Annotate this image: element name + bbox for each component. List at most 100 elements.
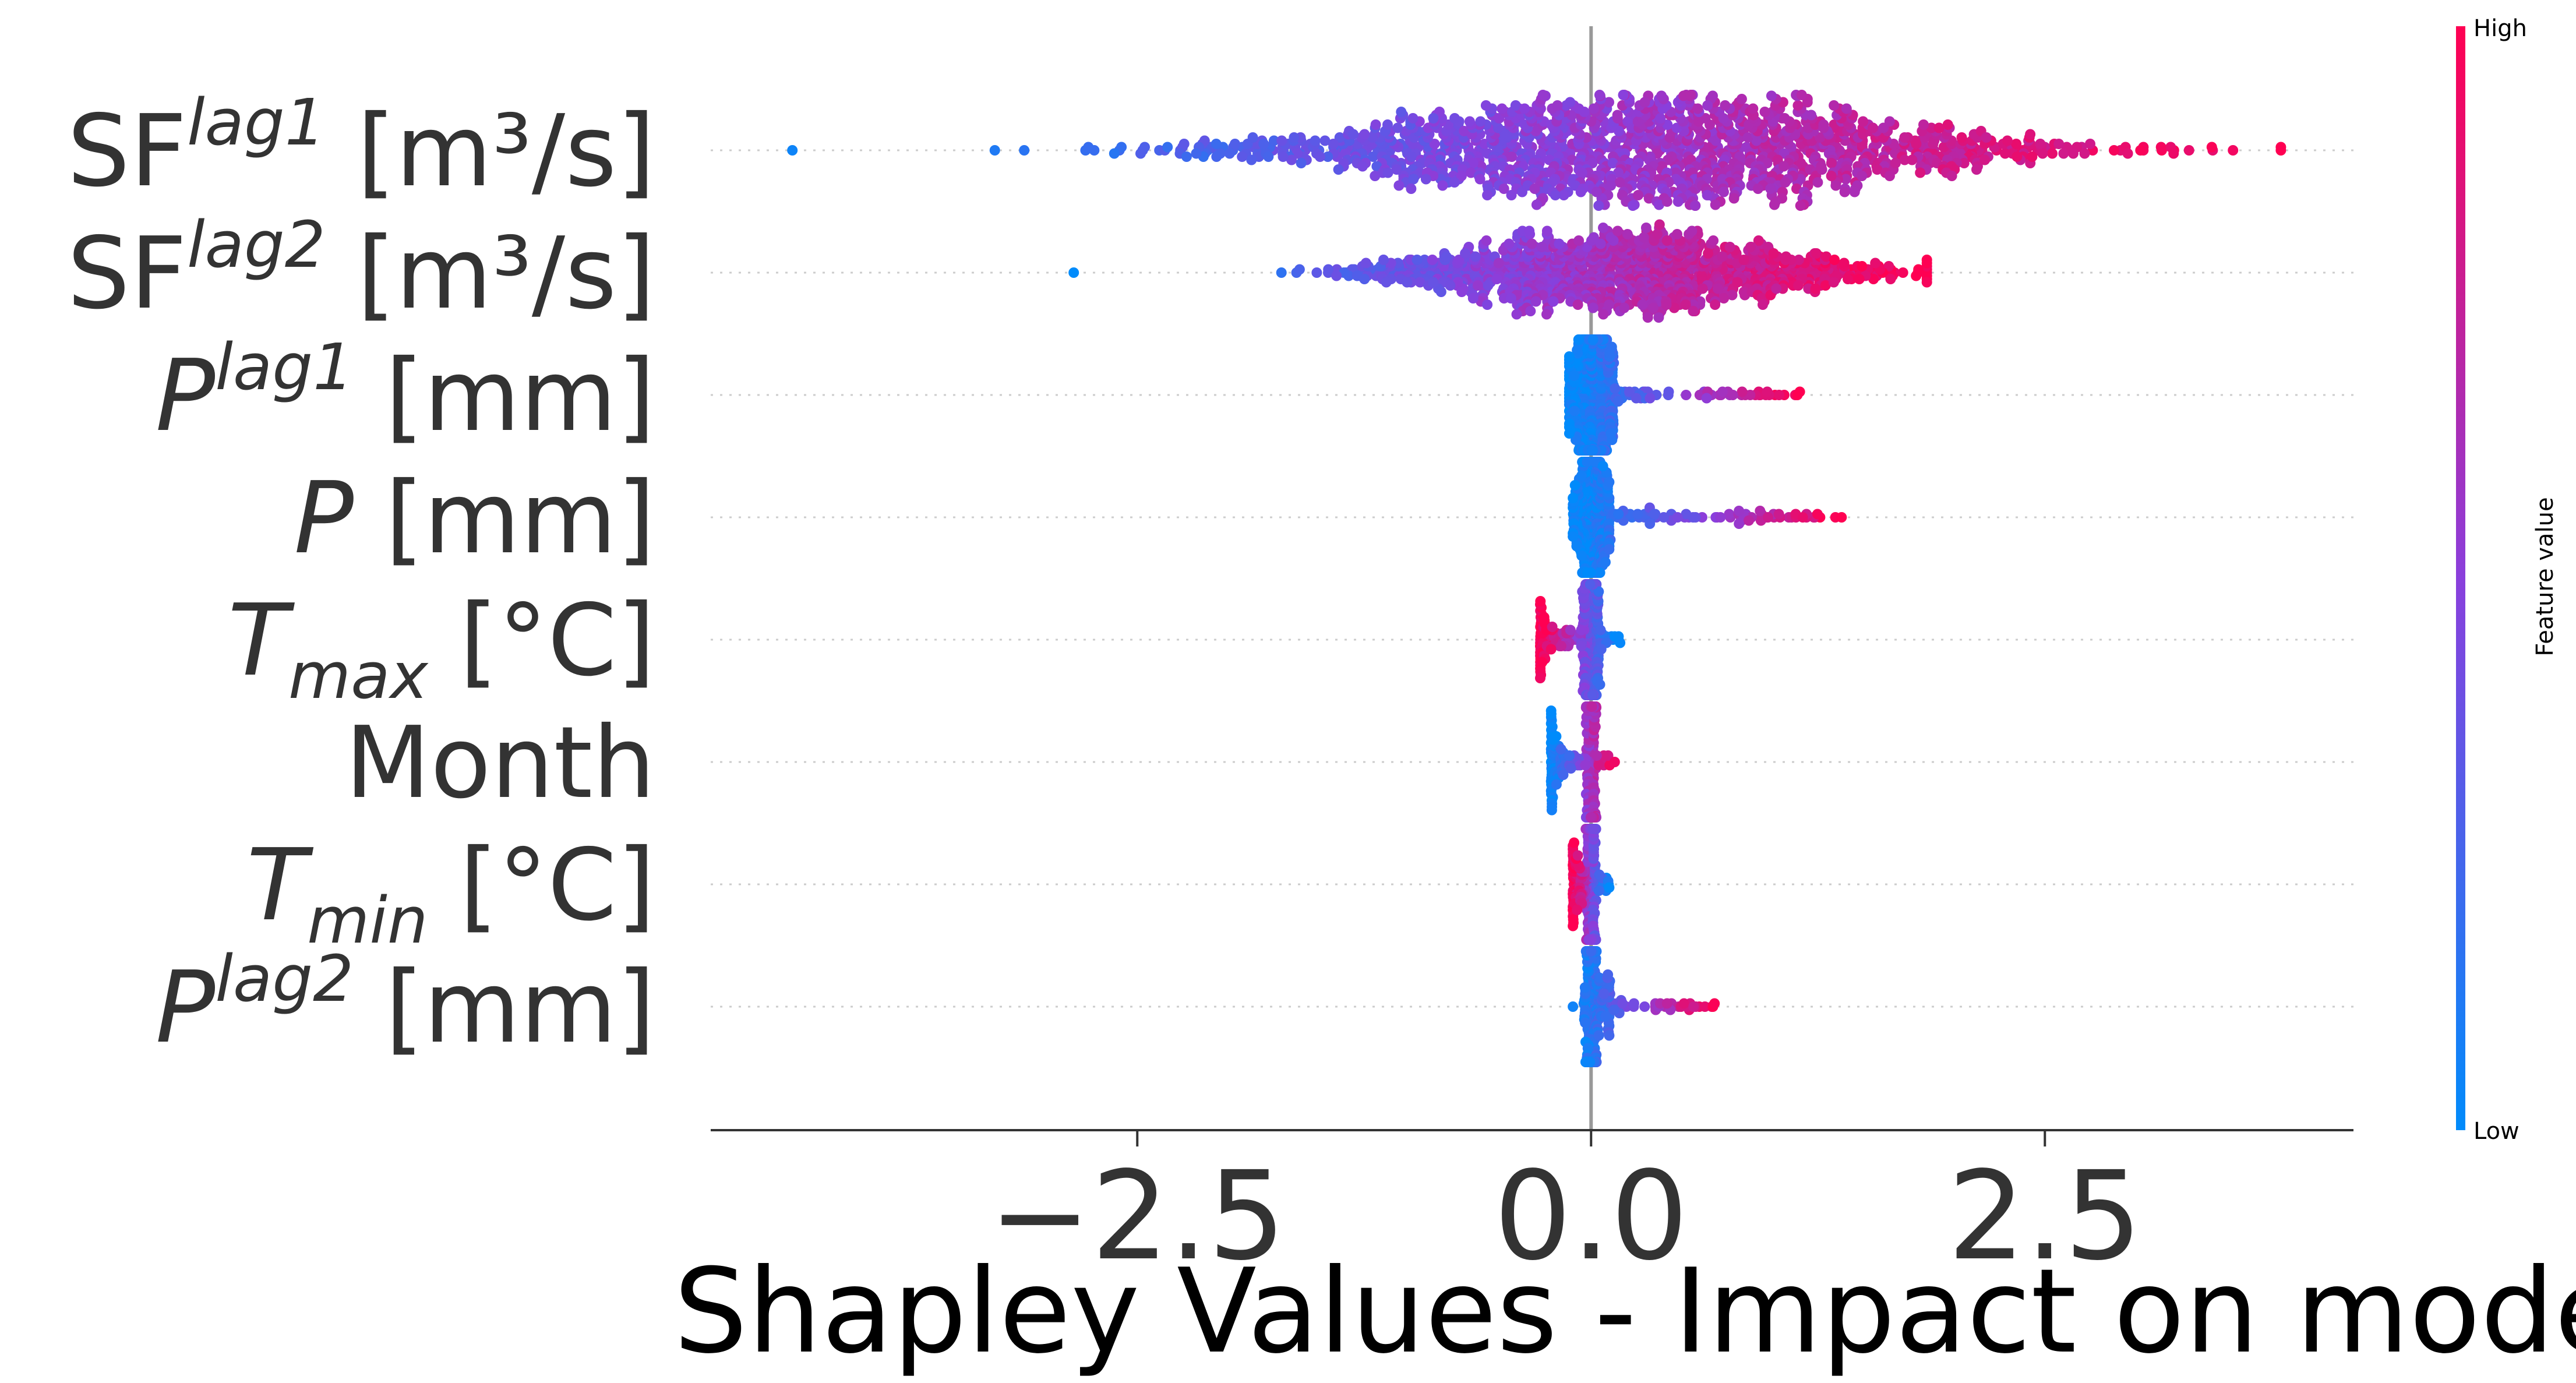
shap-point <box>1564 351 1575 362</box>
shap-point <box>1511 309 1522 320</box>
shap-point <box>1237 151 1248 162</box>
shap-point <box>1656 90 1667 101</box>
shap-point <box>1504 238 1515 249</box>
shap-point <box>2047 148 2058 159</box>
shap-point <box>1597 461 1608 471</box>
shap-point <box>1826 158 1837 168</box>
shap-point <box>1921 255 1932 265</box>
shap-point <box>1246 154 1257 165</box>
shap-point <box>1612 225 1623 237</box>
shap-point <box>1247 132 1258 143</box>
shap-point <box>1493 257 1504 269</box>
shap-point <box>1718 293 1730 304</box>
shap-point <box>1669 302 1679 313</box>
shap-point <box>1849 186 1860 197</box>
shap-point <box>1482 299 1493 310</box>
shap-point <box>1639 97 1650 108</box>
shap-point <box>1672 196 1684 207</box>
shap-point <box>1550 190 1561 200</box>
shap-point <box>1738 255 1749 265</box>
shap-point <box>1702 190 1713 200</box>
shap-point <box>1717 386 1728 397</box>
shap-point <box>1843 274 1853 284</box>
shap-point <box>1593 760 1604 771</box>
shap-point <box>1573 334 1584 345</box>
shap-point <box>1680 299 1691 310</box>
shap-point <box>1600 557 1611 567</box>
shap-point <box>1734 506 1745 516</box>
shap-point <box>1580 760 1591 771</box>
shap-point <box>1211 139 1222 149</box>
shap-point <box>1552 100 1563 111</box>
shap-point <box>1839 257 1850 269</box>
shap-point <box>1769 199 1780 210</box>
shap-point <box>1109 148 1120 159</box>
shap-point <box>1885 274 1896 284</box>
shap-point <box>2058 148 2069 159</box>
shap-point <box>1296 158 1307 168</box>
shap-point <box>1854 274 1865 284</box>
shap-point <box>1289 132 1300 143</box>
shap-point <box>1419 255 1430 265</box>
shap-point <box>1548 296 1559 307</box>
shap-point <box>1715 512 1726 523</box>
shap-point <box>2027 151 2038 162</box>
shap-point <box>1979 154 1991 165</box>
shap-point <box>1497 103 1508 114</box>
shap-point <box>1672 229 1682 239</box>
shap-point <box>1482 190 1493 200</box>
shap-point <box>2025 129 2036 140</box>
shap-point <box>1779 161 1789 172</box>
shap-point <box>1480 100 1491 111</box>
shap-point <box>2079 148 2090 159</box>
shap-point <box>1019 145 1030 156</box>
shap-point <box>1753 235 1764 246</box>
shap-point <box>1586 701 1597 712</box>
shap-point <box>1744 515 1754 526</box>
shap-point <box>1637 299 1648 310</box>
shap-point <box>1569 480 1580 491</box>
shap-point <box>2012 151 2023 162</box>
shap-point <box>1633 190 1644 200</box>
shap-point <box>1703 248 1714 259</box>
shap-point <box>1653 312 1664 323</box>
shap-point <box>1276 267 1287 278</box>
shap-point <box>1598 309 1609 320</box>
shap-point <box>1780 251 1791 262</box>
shap-point <box>1323 264 1334 275</box>
shap-point <box>1631 393 1642 404</box>
shap-point <box>2275 142 2286 153</box>
shap-point <box>1472 280 1483 291</box>
shap-point <box>1806 110 1817 121</box>
shap-point <box>1648 302 1658 313</box>
shap-point <box>1872 164 1883 175</box>
shap-point <box>1652 229 1663 239</box>
shap-point <box>1449 177 1460 188</box>
shap-point <box>1686 225 1698 237</box>
shap-point <box>2228 145 2239 156</box>
shap-point <box>1162 142 1173 153</box>
shap-point <box>1357 161 1368 172</box>
shap-point <box>1712 283 1723 294</box>
shap-point <box>2085 139 2095 149</box>
shap-point <box>2135 145 2146 156</box>
shap-point <box>1547 622 1558 632</box>
shap-point <box>1727 390 1738 400</box>
shap-point <box>1717 251 1728 262</box>
shap-point <box>1604 477 1615 488</box>
shap-point <box>1368 151 1378 162</box>
shap-point <box>989 145 1000 156</box>
shap-point <box>1587 302 1598 313</box>
shap-point <box>1596 644 1607 655</box>
shap-point <box>1758 299 1768 310</box>
shap-point <box>1956 132 1967 143</box>
shap-point <box>1811 248 1822 259</box>
shap-point <box>1672 512 1683 523</box>
shap-point <box>1370 171 1381 181</box>
shap-point <box>1762 386 1773 397</box>
shap-point <box>1742 132 1753 143</box>
shap-point <box>1258 139 1269 149</box>
shap-point <box>1627 200 1638 211</box>
shap-point <box>1505 293 1516 304</box>
shap-point <box>1612 396 1624 407</box>
